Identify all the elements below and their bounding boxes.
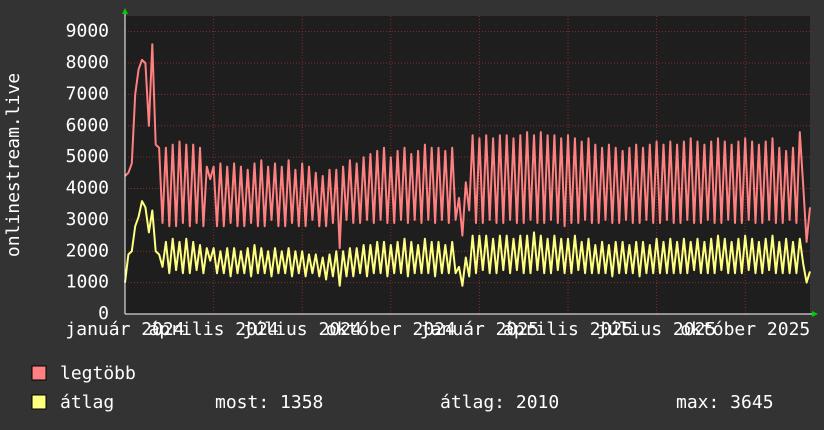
y-tick-label: 6000 [66,115,109,136]
y-tick-label: 2000 [66,240,109,261]
y-tick-label: 5000 [66,146,109,167]
series-line [124,43,811,250]
legend-label: átlag [60,392,114,413]
legend-label: legtöbb [60,363,136,384]
x-tick-label: április 2025 [503,319,633,340]
x-tick-label: október 2025 [680,319,810,340]
lines [124,43,811,287]
y-tick-label: 9000 [66,21,109,42]
y-axis-title: onlinestream.live [3,73,24,257]
y-tick-label: 0 [98,303,109,324]
y-tick-label: 3000 [66,209,109,230]
stat: átlag: 2010 [440,392,559,413]
x-arrow [812,311,818,317]
x-tick-label: január 2025 [420,319,539,340]
x-tick-label: július 2024 [243,319,362,340]
y-arrow [122,8,128,14]
x-tick-label: április 2024 [149,319,279,340]
y-tick-label: 1000 [66,272,109,293]
stat: max: 3645 [676,392,774,413]
x-tick-label: október 2024 [326,319,456,340]
y-tick-label: 4000 [66,178,109,199]
stat: most: 1358 [215,392,323,413]
legend-swatch [31,394,47,410]
legend-swatch [31,365,47,381]
x-tick-label: július 2025 [597,319,716,340]
y-tick-label: 7000 [66,83,109,104]
x-tick-label: január 2024 [65,319,184,340]
y-tick-label: 8000 [66,52,109,73]
series-line [124,200,811,287]
